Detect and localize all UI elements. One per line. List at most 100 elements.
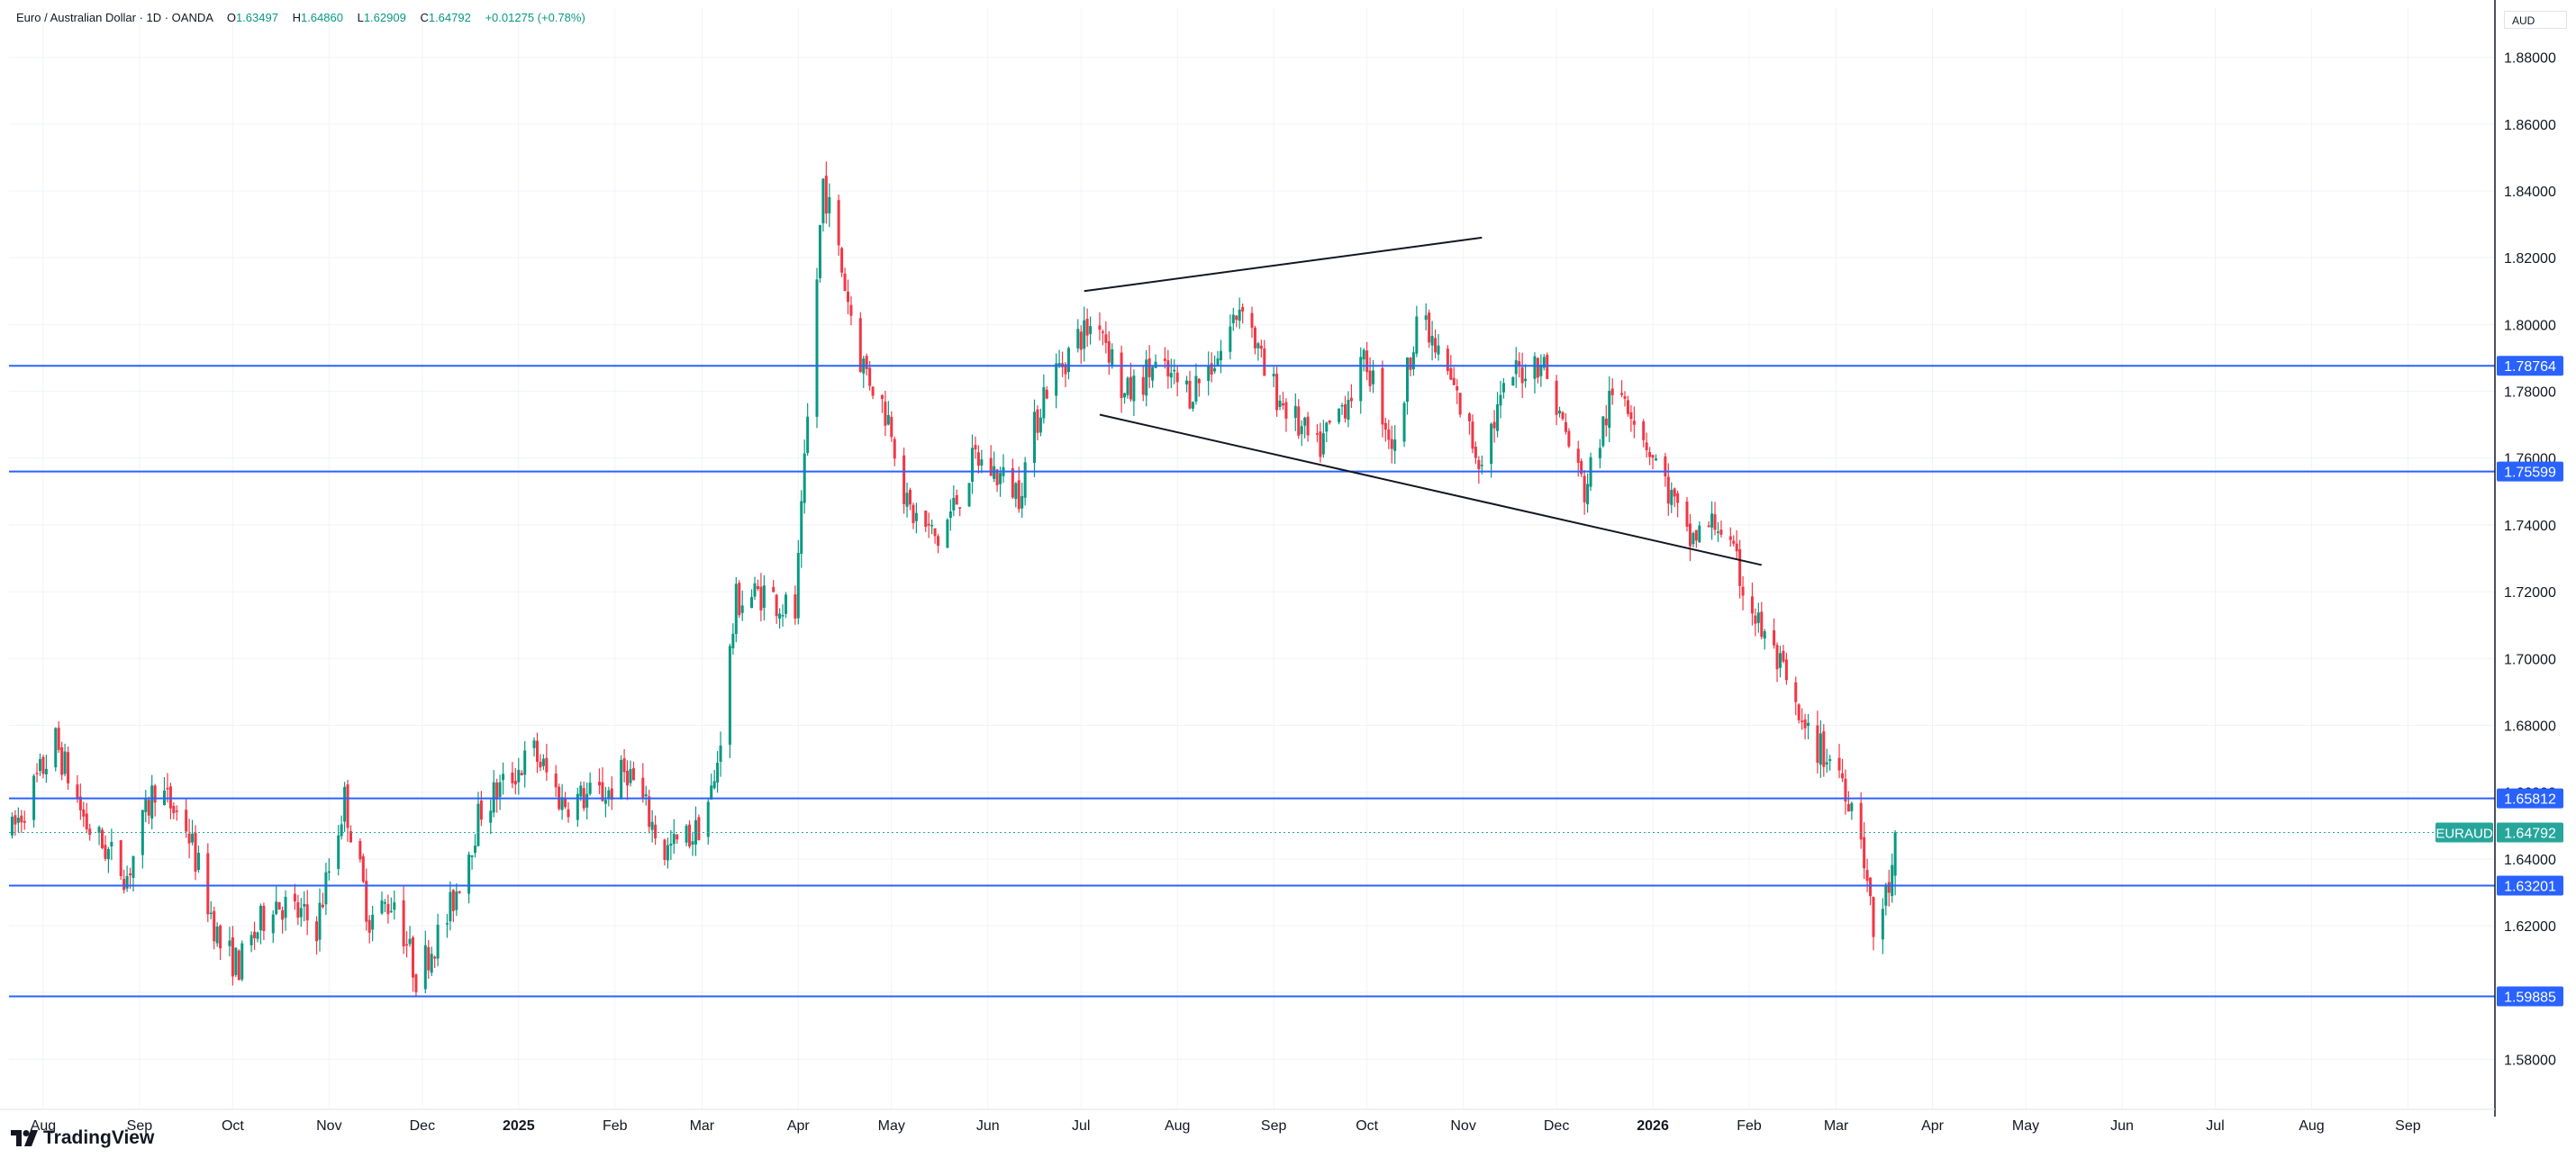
candle-body — [520, 773, 523, 775]
candle — [1107, 330, 1111, 375]
candle-body — [489, 810, 493, 823]
candle-body — [1561, 412, 1565, 420]
candle-body — [1655, 458, 1657, 461]
candle — [886, 401, 890, 426]
candle — [408, 926, 412, 947]
price-axis[interactable]: 1.580001.600001.620001.640001.660001.680… — [2494, 0, 2556, 1117]
candle-body — [1315, 433, 1319, 435]
trendlines[interactable] — [1084, 236, 1763, 566]
candle — [688, 820, 692, 849]
candle — [585, 783, 589, 819]
candle-body — [903, 455, 906, 504]
candle-body — [1480, 465, 1483, 466]
candle — [865, 353, 868, 375]
candle — [750, 589, 754, 609]
candle — [1673, 487, 1676, 508]
candle-body — [728, 646, 731, 746]
candle-body — [974, 445, 977, 450]
candle-body — [545, 757, 549, 773]
currency-button[interactable]: AUD — [2504, 11, 2567, 29]
candle — [824, 161, 828, 224]
horizontal-levels[interactable] — [9, 365, 2495, 998]
change-value: +0.01275 (+0.78%) — [485, 11, 585, 24]
candle — [1468, 412, 1471, 435]
candle-body — [1881, 909, 1884, 940]
candle-body — [125, 875, 129, 889]
candle — [101, 828, 104, 850]
candle — [967, 483, 971, 508]
candle — [445, 913, 449, 938]
candle-body — [474, 846, 476, 854]
candle-body — [104, 845, 107, 859]
time-axis[interactable]: Aug Sep Oct Nov Dec 2025 Feb Mar Apr May Jun Jul Aug… — [0, 1108, 2495, 1134]
candle — [1456, 378, 1459, 404]
candle-body — [479, 800, 483, 820]
candle — [545, 744, 549, 782]
candle — [706, 797, 710, 846]
candle-body — [1822, 731, 1826, 767]
candle — [576, 787, 579, 828]
candle — [1141, 365, 1145, 402]
candle — [1194, 363, 1198, 405]
candle — [1061, 351, 1065, 377]
candle-body — [511, 773, 514, 783]
price-tick-label: 1.82000 — [2504, 251, 2556, 267]
candle-body — [1533, 356, 1537, 379]
candle-body — [989, 457, 993, 476]
candle — [1151, 366, 1155, 388]
candle-body — [772, 586, 776, 593]
candle-body — [539, 761, 542, 768]
candle-body — [1586, 484, 1590, 505]
candle-body — [449, 891, 452, 922]
candle — [249, 931, 253, 953]
candle-body — [1601, 416, 1605, 447]
price-tick-label: 1.58000 — [2504, 1053, 2556, 1068]
level-price-label: 1.63201 — [2504, 879, 2556, 894]
candle-body — [1501, 383, 1505, 393]
candle — [520, 770, 523, 776]
last-price-tag — [2497, 822, 2563, 843]
candle-body — [1151, 366, 1155, 381]
candle-body — [1014, 483, 1018, 500]
candle-body — [1477, 459, 1481, 469]
candle-body — [626, 771, 630, 786]
candle — [1670, 482, 1673, 513]
candle — [728, 643, 731, 758]
symbol-title[interactable]: Euro / Australian Dollar · 1D · OANDA — [16, 11, 213, 24]
candle-body — [803, 453, 806, 503]
candle-body — [1085, 318, 1089, 336]
candle — [175, 805, 178, 821]
candle-body — [1797, 704, 1800, 720]
candle-body — [119, 840, 122, 876]
candle-body — [1632, 421, 1636, 425]
candle-body — [1651, 455, 1655, 458]
time-tick-label: Jul — [2206, 1118, 2224, 1134]
candle-body — [1666, 476, 1670, 504]
candle-body — [371, 914, 375, 930]
candle-body — [1428, 312, 1431, 343]
candle — [858, 312, 862, 373]
candle-body — [405, 944, 409, 946]
price-tick-label: 1.72000 — [2504, 585, 2556, 601]
candle-body — [644, 794, 648, 797]
candle — [607, 786, 611, 807]
candle — [237, 949, 240, 981]
candle — [1120, 345, 1123, 413]
candle — [299, 898, 303, 927]
tradingview-logo[interactable]: TradingView — [11, 1127, 154, 1149]
candle-body — [1471, 421, 1474, 449]
candle — [1238, 297, 1241, 330]
candle — [1055, 353, 1058, 409]
candle-body — [753, 583, 757, 597]
candle — [1499, 380, 1502, 419]
candle-body — [937, 536, 940, 547]
candle — [1278, 394, 1282, 411]
candle — [1210, 352, 1213, 383]
candle — [840, 247, 844, 277]
candle — [44, 755, 48, 783]
candle — [641, 763, 645, 803]
candle — [781, 604, 785, 627]
candle — [666, 837, 669, 869]
candle — [610, 776, 613, 810]
